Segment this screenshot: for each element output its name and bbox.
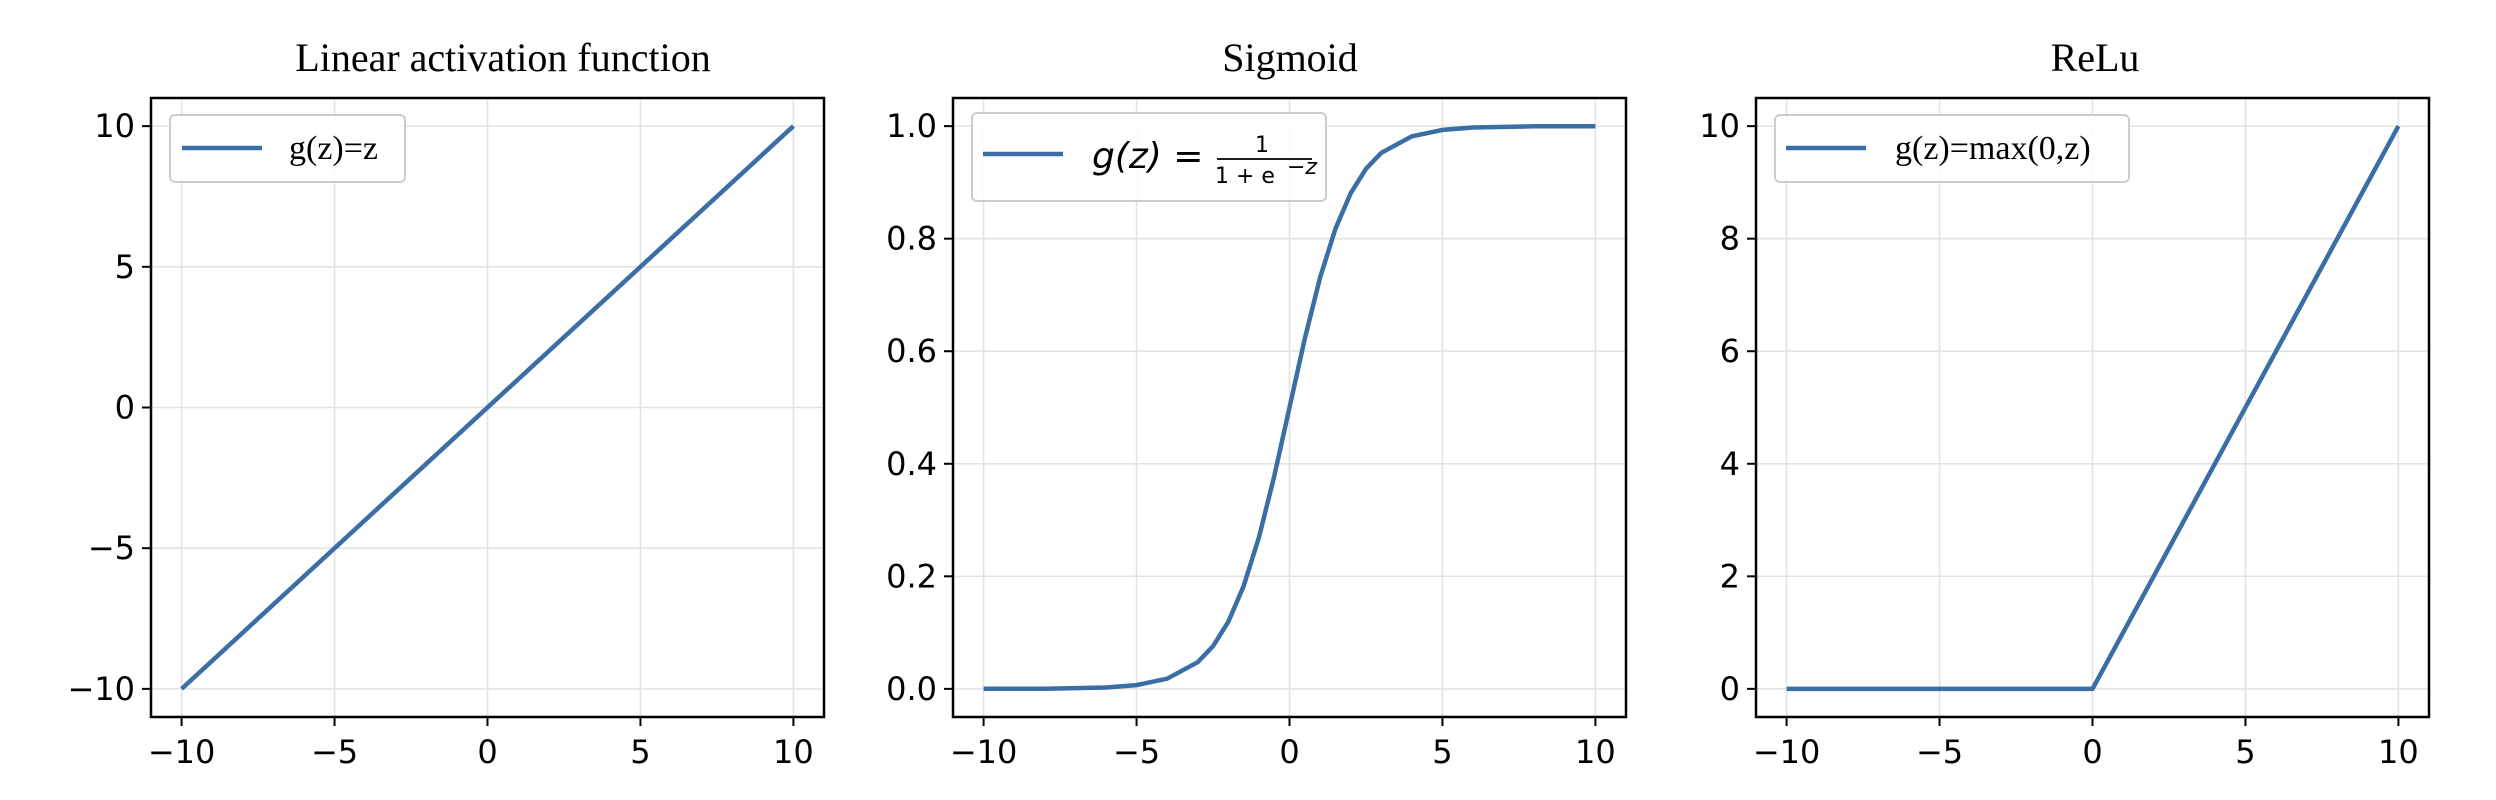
relu-plot-panel: ReLu −10 −5 0 5 10 0 2 4 6 8 10 g(z)=max(0,z) (1699, 35, 2431, 771)
relu-legend-box (1774, 114, 2130, 183)
sigmoid-y-tick-label: 0.0 (886, 670, 937, 708)
linear-x-tick-label: −5 (311, 733, 358, 771)
sigmoid-y-tick-label: 1.0 (886, 107, 937, 145)
relu-x-tick-label: 0 (2082, 733, 2102, 771)
sigmoid-legend-exponent: −z (1287, 155, 1317, 180)
relu-plot-legend: g(z)=max(0,z) (1774, 114, 2130, 183)
linear-legend-label: g(z)=z (289, 130, 378, 167)
relu-y-tick-label: 8 (1720, 220, 1740, 258)
relu-y-tick-label: 4 (1720, 445, 1740, 483)
sigmoid-y-tick-label: 0.6 (886, 332, 937, 370)
sigmoid-legend-numerator: 1 (1255, 133, 1269, 158)
relu-y-tick-label: 10 (1699, 107, 1740, 145)
linear-plot-legend: g(z)=z (169, 114, 406, 183)
linear-y-tick-label: −5 (88, 529, 135, 567)
sigmoid-x-tick-label: 10 (1575, 733, 1616, 771)
linear-y-tick-label: 0 (115, 389, 135, 427)
sigmoid-legend-lhs: g(z) = (1092, 136, 1203, 177)
relu-plot-title: ReLu (2051, 35, 2140, 80)
sigmoid-plot-panel: Sigmoid −10 −5 0 5 10 0.0 0.2 0.4 0.6 0.8 1.0 g(z)… (886, 35, 1628, 771)
relu-x-tick-label: −5 (1916, 733, 1963, 771)
relu-x-tick-label: 5 (2235, 733, 2255, 771)
linear-y-tick-label: −10 (67, 670, 135, 708)
linear-x-tick-label: −10 (148, 733, 216, 771)
linear-plot-panel: Linear activation function −10 −5 0 5 10 −10 −… (67, 35, 826, 771)
relu-x-tick-label: −10 (1753, 733, 1821, 771)
sigmoid-x-tick-label: 5 (1432, 733, 1452, 771)
sigmoid-y-tick-label: 0.2 (886, 557, 937, 595)
relu-y-tick-label: 2 (1720, 557, 1740, 595)
sigmoid-plot-title: Sigmoid (1222, 35, 1358, 80)
sigmoid-legend-box (971, 112, 1327, 202)
sigmoid-legend-denominator: 1 + e (1215, 164, 1275, 189)
linear-x-tick-label: 0 (477, 733, 497, 771)
relu-y-tick-label: 6 (1720, 332, 1740, 370)
linear-series-line (180, 124, 795, 691)
linear-plot-title: Linear activation function (295, 35, 710, 80)
relu-series-line (1786, 125, 2401, 692)
relu-legend-label: g(z)=max(0,z) (1895, 130, 2091, 167)
linear-x-tick-label: 5 (630, 733, 650, 771)
sigmoid-x-tick-label: −10 (950, 733, 1018, 771)
sigmoid-x-tick-label: 0 (1279, 733, 1299, 771)
relu-x-tick-label: 10 (2378, 733, 2419, 771)
relu-y-tick-label: 0 (1720, 670, 1740, 708)
linear-y-tick-label: 5 (115, 248, 135, 286)
linear-legend-box (169, 114, 406, 183)
sigmoid-plot-legend: g(z) = 1 1 + e −z (971, 112, 1327, 202)
sigmoid-y-tick-label: 0.8 (886, 220, 937, 258)
linear-y-tick-label: 10 (94, 107, 135, 145)
sigmoid-x-tick-label: −5 (1113, 733, 1160, 771)
sigmoid-y-tick-label: 0.4 (886, 445, 937, 483)
sigmoid-series-line (983, 123, 1596, 692)
linear-x-tick-label: 10 (773, 733, 814, 771)
